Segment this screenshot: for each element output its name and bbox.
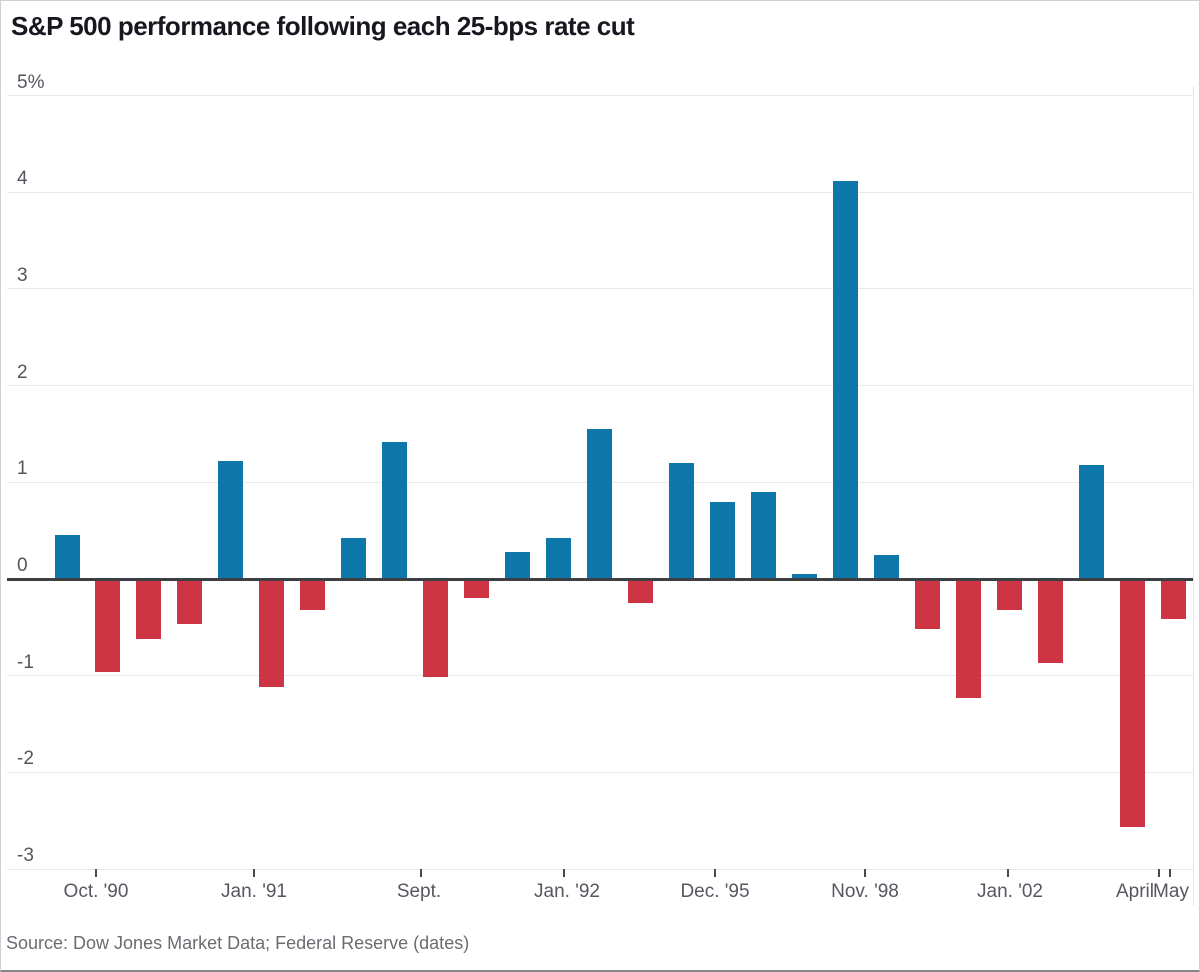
y-tick-label: -1	[17, 651, 34, 673]
bar	[300, 580, 326, 610]
bar	[1078, 464, 1104, 579]
x-tick-mark	[1007, 869, 1009, 877]
gridline	[7, 675, 1193, 677]
bar	[996, 580, 1022, 610]
bar	[873, 554, 899, 579]
x-tick-label: April	[1115, 881, 1154, 902]
bar	[505, 551, 531, 579]
bar	[382, 441, 408, 579]
source-note: Source: Dow Jones Market Data; Federal R…	[6, 933, 470, 953]
bar	[546, 538, 572, 579]
bar	[791, 574, 817, 579]
bar	[177, 580, 203, 624]
y-tick-label: -3	[17, 845, 34, 867]
bar	[136, 580, 162, 639]
x-tick-mark	[253, 869, 255, 877]
y-tick-label: 2	[17, 361, 28, 383]
x-tick-mark	[864, 869, 866, 877]
plot-right-border	[1193, 86, 1194, 906]
bar	[832, 180, 858, 579]
y-tick-label: 5%	[17, 71, 45, 93]
y-tick-label: 4	[17, 168, 28, 190]
x-tick-mark	[714, 869, 716, 877]
x-tick-mark	[563, 869, 565, 877]
bar	[54, 535, 80, 579]
bar	[627, 580, 653, 603]
gridline	[7, 191, 1193, 193]
gridline	[7, 771, 1193, 773]
x-tick-label: Jan. '91	[221, 881, 287, 902]
bar	[587, 429, 613, 579]
y-tick-label: 0	[17, 555, 28, 576]
y-tick-label: 3	[17, 264, 28, 286]
x-tick-label: Dec. '95	[680, 881, 750, 902]
bar	[750, 491, 776, 579]
bar	[1119, 580, 1145, 828]
x-tick-mark	[95, 869, 97, 877]
x-tick-mark	[1169, 869, 1171, 877]
bar	[259, 580, 285, 687]
gridline	[7, 385, 1193, 387]
x-tick-label: Jan. '02	[977, 881, 1043, 902]
gridline	[7, 868, 1193, 870]
x-tick-mark	[420, 869, 422, 877]
x-tick-label: Nov. '98	[831, 881, 899, 902]
x-tick-label: Oct. '90	[63, 881, 129, 902]
x-tick-label: May	[1153, 881, 1189, 902]
x-tick-label: Sept.	[396, 881, 442, 902]
bar	[218, 461, 244, 579]
bar	[955, 580, 981, 699]
chart-title: S&P 500 performance following each 25-bp…	[11, 11, 635, 41]
bar	[341, 538, 367, 579]
bar	[1037, 580, 1063, 663]
x-tick-mark	[1158, 869, 1160, 877]
y-tick-label: -2	[17, 748, 34, 770]
bar	[709, 501, 735, 579]
bar	[464, 580, 490, 598]
zero-axis-line	[7, 577, 1193, 581]
bar	[668, 462, 694, 579]
bar	[1160, 580, 1186, 620]
x-tick-label: Jan. '92	[534, 881, 600, 902]
bar	[95, 580, 121, 673]
gridline	[7, 288, 1193, 290]
bar	[914, 580, 940, 629]
gridline	[7, 95, 1193, 96]
bar	[423, 580, 449, 678]
y-tick-label: 1	[17, 458, 28, 480]
